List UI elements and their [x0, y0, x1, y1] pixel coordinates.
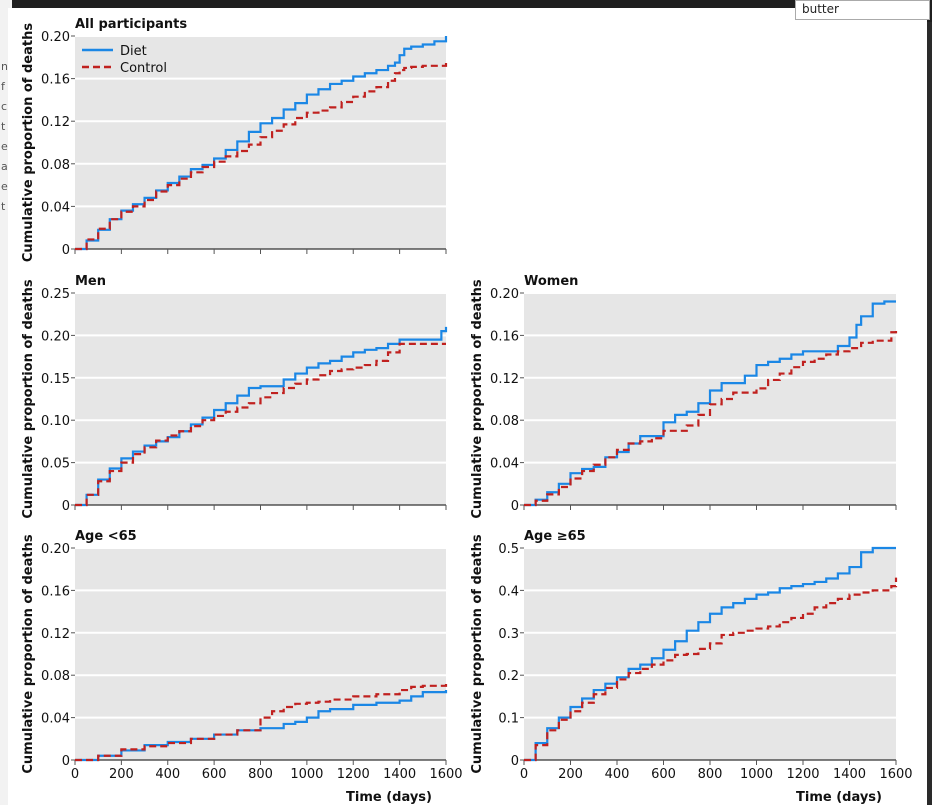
background-letter: f	[1, 80, 5, 93]
legend-diet-label: Diet	[120, 44, 147, 59]
chart-panel-3: 0 0.04 0.08 0.12 0.16 0.20 Women Cumulative pro…	[470, 274, 898, 519]
plot-area	[524, 548, 896, 760]
x-tick-label: 800	[698, 767, 723, 782]
y-tick-label: 0.1	[498, 712, 519, 727]
x-tick-label: 600	[651, 767, 676, 782]
series-line-control	[75, 342, 446, 507]
y-axis-label: Cumulative proportion of deaths	[21, 23, 36, 262]
y-tick-label: 0.04	[490, 457, 519, 472]
background-letter: c	[1, 100, 8, 113]
y-tick-label: 0.10	[41, 414, 70, 429]
y-tick-label: 0	[62, 754, 70, 769]
x-tick-label: 800	[248, 767, 273, 782]
panel-title: Men	[75, 274, 106, 289]
y-tick-label: 0.16	[41, 584, 70, 599]
y-tick-label: 0.12	[41, 115, 70, 130]
x-tick-label: 400	[605, 767, 630, 782]
y-tick-label: 0.20	[41, 30, 70, 45]
x-tick-label: 1200	[337, 767, 370, 782]
series-line-control	[75, 683, 448, 762]
y-tick-label: 0.4	[498, 584, 519, 599]
background-letter: t	[1, 120, 6, 133]
y-tick-label: 0.16	[41, 73, 70, 88]
x-tick-label: 1000	[740, 767, 773, 782]
y-tick-label: 0.08	[41, 158, 70, 173]
x-tick-label: 1600	[429, 767, 462, 782]
y-tick-label: 0.20	[490, 287, 519, 302]
y-tick-label: 0.20	[41, 329, 70, 344]
x-tick-label: 1400	[833, 767, 866, 782]
y-axis-label: Cumulative proportion of deaths	[21, 279, 36, 518]
y-tick-label: 0.20	[41, 542, 70, 557]
y-tick-label: 0.05	[41, 457, 70, 472]
x-axis-label: Time (days)	[346, 790, 432, 805]
x-tick-label: 0	[71, 767, 79, 782]
y-tick-label: 0.16	[490, 329, 519, 344]
y-axis-label: Cumulative proportion of deaths	[470, 534, 485, 773]
series-line-diet	[524, 546, 896, 762]
y-tick-label: 0.25	[41, 287, 70, 302]
chart-panel-1: 0 0.04 0.08 0.12 0.16 0.20 All participants Cum…	[21, 17, 448, 262]
x-tick-label: 1400	[383, 767, 416, 782]
panel-title: All participants	[75, 17, 187, 32]
y-tick-label: 0.04	[41, 200, 70, 215]
series-line-diet	[524, 300, 896, 507]
x-tick-label: 1600	[879, 767, 912, 782]
y-tick-label: 0	[62, 499, 70, 514]
y-tick-label: 0.08	[490, 414, 519, 429]
y-tick-label: 0.04	[41, 712, 70, 727]
y-tick-label: 0.08	[41, 669, 70, 684]
background-letter: e	[1, 180, 8, 193]
legend-control-label: Control	[120, 61, 167, 76]
series-line-control	[524, 327, 898, 507]
x-tick-label: 200	[558, 767, 583, 782]
y-tick-label: 0.5	[498, 542, 519, 557]
y-tick-label: 0.12	[490, 372, 519, 387]
window-edge	[927, 22, 932, 805]
panel-title: Age <65	[75, 529, 137, 544]
legend: Diet Control	[82, 44, 167, 76]
x-tick-label: 1000	[290, 767, 323, 782]
y-tick-label: 0	[511, 499, 519, 514]
x-tick-label: 1200	[786, 767, 819, 782]
background-letter: e	[1, 140, 8, 153]
x-tick-label: 400	[155, 767, 180, 782]
y-tick-label: 0.2	[498, 669, 519, 684]
x-axis-label: Time (days)	[796, 790, 882, 805]
x-tick-label: 200	[109, 767, 134, 782]
background-letter: a	[1, 160, 8, 173]
y-axis-label: Cumulative proportion of deaths	[470, 279, 485, 518]
x-tick-label: 0	[520, 767, 528, 782]
chart-panel-4: 0 0.04 0.08 0.12 0.16 0.20 0 200 400 600 800 1000 12…	[21, 529, 463, 805]
series-line-diet	[75, 326, 448, 507]
series-line-control	[75, 60, 448, 251]
series-line-control	[524, 577, 898, 762]
y-tick-label: 0.12	[41, 627, 70, 642]
y-tick-label: 0	[511, 754, 519, 769]
y-tick-label: 0	[62, 243, 70, 258]
y-axis-label: Cumulative proportion of deaths	[21, 534, 36, 773]
background-letter: t	[1, 200, 6, 213]
chart-panel-5: 0 0.1 0.2 0.3 0.4 0.5 0 200 400 600 800 1000 1200 140…	[470, 529, 913, 805]
chart-panel-2: 0 0.05 0.10 0.15 0.20 0.25 Men Cumulative propo…	[21, 274, 448, 519]
y-tick-label: 0.3	[498, 627, 519, 642]
x-tick-label: 600	[202, 767, 227, 782]
background-letter: n	[1, 60, 8, 73]
panel-title: Women	[524, 274, 578, 289]
search-input[interactable]: butter	[795, 0, 930, 20]
y-tick-label: 0.15	[41, 372, 70, 387]
panel-title: Age ≥65	[524, 529, 586, 544]
